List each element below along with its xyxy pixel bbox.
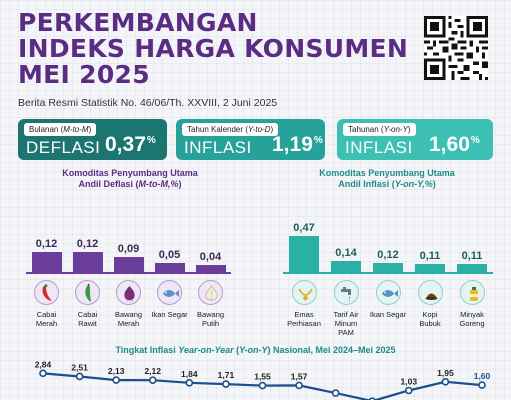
bar [373, 262, 403, 272]
data-label: 1,71 [218, 370, 235, 380]
bar [113, 256, 144, 272]
bar [289, 236, 319, 272]
shallot-icon [116, 280, 141, 305]
data-label: 2,84 [35, 359, 52, 369]
data-label: 1,03 [401, 377, 418, 387]
data-point [331, 389, 340, 397]
yoy-inflation-line-chart: 2,84 2,51 2,13 2,12 1,84 1,71 1,55 1,57 1,03 1,95… [35, 359, 491, 400]
category-label: Ikan Segar [369, 310, 407, 319]
green-chili-icon [75, 280, 100, 305]
bar-value-label: 0,12 [76, 237, 99, 250]
data-point [112, 376, 120, 384]
bar-value-label: 0,12 [377, 248, 399, 261]
bar [331, 261, 361, 272]
bar-value-label: 0,11 [461, 249, 483, 262]
cooking-oil-icon [459, 280, 485, 305]
title-line-3: MEI 2025 [18, 60, 150, 89]
card-value: 1,60% [429, 133, 480, 156]
card-value: 1,19% [272, 133, 323, 156]
qr-code-icon[interactable] [424, 16, 488, 80]
category-label: Kopi Bubuk [419, 310, 441, 328]
line-chart-title: Tingkat Inflasi Year-on-Year (Y-on-Y) Na… [115, 345, 396, 355]
category-label: Minyak Goreng [459, 310, 485, 328]
bar [415, 263, 445, 272]
bar-value-label: 0,11 [419, 249, 441, 262]
coffee-powder-icon [417, 280, 443, 305]
category-label: Emas Perhiasan [287, 310, 321, 328]
data-point [258, 381, 267, 390]
data-point [222, 380, 230, 388]
garlic-icon [198, 280, 223, 305]
card-label: Tahun Kalender (Y-to-D) [182, 123, 279, 136]
inflation-contributors-chart: 0,47 Emas Perhiasan 0,14 Tarif Air Minum PA… [283, 222, 493, 337]
category-label: Cabai Merah [35, 310, 58, 328]
data-label: 2,51 [71, 362, 88, 372]
inflation-contributors-title: Komoditas Penyumbang Utama Andil Inflasi… [319, 168, 455, 189]
card-kind: INFLASI [184, 138, 252, 157]
card-label: Tahunan (Y-on-Y) [343, 123, 416, 136]
bar-value-label: 0,12 [35, 237, 58, 250]
bar-value-label: 0,04 [199, 251, 222, 264]
data-point [148, 376, 157, 384]
data-point [478, 381, 486, 389]
category-label: Bawang Merah [114, 310, 143, 328]
bar [72, 251, 103, 272]
card-value: 0,37% [105, 133, 156, 156]
data-label: 2,13 [108, 366, 125, 376]
card-kind: DEFLASI [26, 138, 101, 157]
bar [154, 263, 185, 272]
deflation-contributors-title: Komoditas Penyumbang Utama Andil Deflasi… [62, 168, 198, 189]
bar-baseline [26, 272, 231, 274]
title-line-2: INDEKS HARGA KONSUMEN [18, 34, 409, 63]
data-point [185, 379, 194, 387]
category-label: Cabai Rawit [77, 310, 98, 328]
data-point [441, 377, 450, 386]
category-label: Ikan Segar [151, 310, 188, 319]
yoy-inflation-card: Tahunan (Y-on-Y) INFLASI 1,60% [337, 119, 493, 160]
title-line-1: PERKEMBANGAN [18, 8, 258, 37]
data-label: 2,12 [144, 366, 161, 376]
bar-value-label: 0,14 [335, 247, 357, 260]
bar-value-label: 0,05 [158, 249, 181, 262]
category-label: Bawang Putih [196, 310, 225, 328]
bar [457, 263, 487, 272]
gold-jewelry-icon [291, 280, 317, 305]
data-label: 1,57 [291, 371, 308, 381]
monthly-deflation-card: Bulanan (M-to-M) DEFLASI 0,37% [18, 119, 167, 160]
deflation-contributors-chart: 0,12 Cabai Merah 0,12 Cabai Rawit 0,09 Bawang… [26, 236, 231, 336]
card-kind: INFLASI [345, 138, 413, 157]
fish-icon [375, 280, 401, 305]
subtitle: Berita Resmi Statistik No. 46/06/Th. XXV… [18, 97, 278, 109]
data-point [295, 381, 303, 390]
bar-value-label: 0,09 [117, 242, 140, 255]
water-tap-icon [333, 280, 359, 305]
data-point [75, 372, 84, 381]
data-label: 1,84 [181, 369, 198, 379]
data-label: 1,55 [254, 372, 271, 382]
data-point [405, 386, 413, 395]
title-block: PERKEMBANGAN INDEKS HARGA KONSUMEN MEI 2… [18, 10, 408, 88]
fish-icon [157, 280, 182, 305]
bar [195, 265, 226, 272]
data-label: 1,95 [437, 368, 454, 378]
category-label: Tarif Air Minum PAM [333, 310, 359, 337]
data-point [39, 369, 47, 378]
bar [31, 251, 62, 272]
bar-value-label: 0,47 [293, 222, 315, 234]
red-chili-icon [34, 280, 59, 305]
data-label: 1,60 [474, 371, 491, 381]
card-label: Bulanan (M-to-M) [24, 123, 97, 136]
bar-baseline [283, 272, 493, 274]
ytd-inflation-card: Tahun Kalender (Y-to-D) INFLASI 1,19% [176, 119, 325, 160]
